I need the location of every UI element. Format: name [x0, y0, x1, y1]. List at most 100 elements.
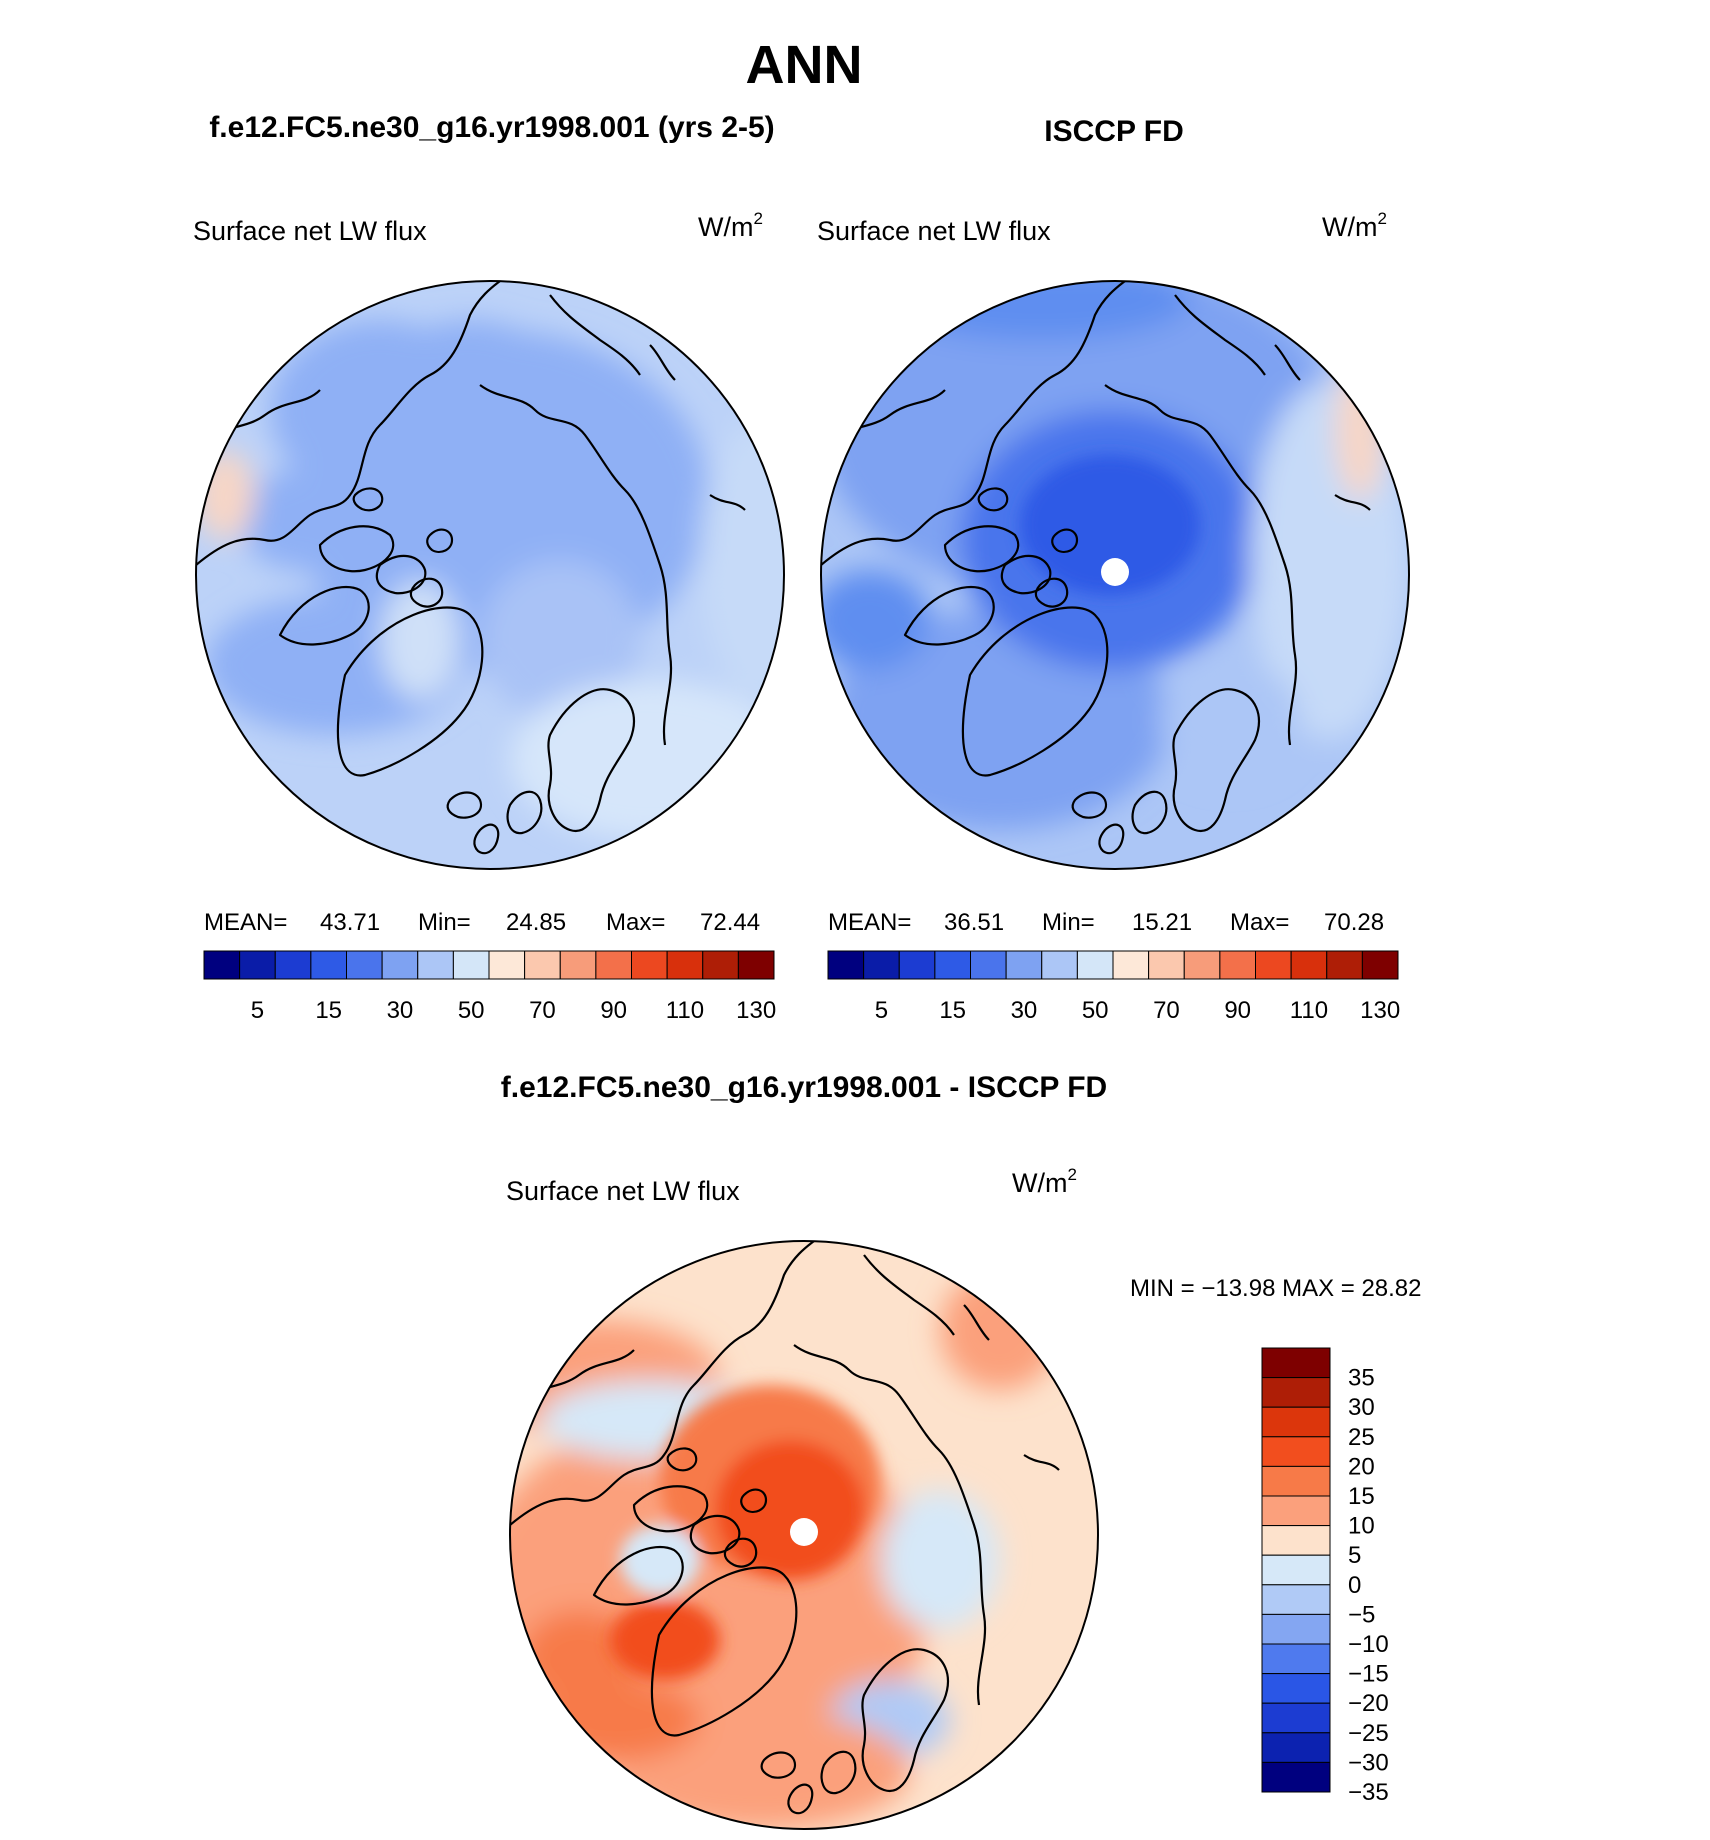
- panel-model-mean-label: MEAN=: [204, 909, 287, 936]
- panel-model-colorbar-swatch: [737, 950, 775, 980]
- panel-obs-mean-label: MEAN=: [828, 909, 911, 936]
- panel-obs-colorbar-swatch: [1361, 950, 1399, 980]
- panel-obs-colorbar-tick-label: 15: [939, 997, 966, 1024]
- panel-diff-colorbar-tick-label: 10: [1348, 1513, 1375, 1540]
- panel-diff-colorbar-swatch: [1261, 1525, 1331, 1556]
- panel-obs-max-value: 70.28: [1324, 909, 1384, 936]
- panel-obs-colorbar-swatch: [1005, 950, 1043, 980]
- panel-model-max-label: Max=: [606, 909, 665, 936]
- panel-model-colorbar-tick-label: 50: [458, 997, 485, 1024]
- panel-model-colorbar-tick-label: 130: [736, 997, 776, 1024]
- panel-diff-colorbar-swatch: [1261, 1613, 1331, 1645]
- panel-obs-colorbar-swatch: [1041, 950, 1078, 980]
- panel-diff-colorbar-tick-label: 35: [1348, 1365, 1375, 1392]
- panel-obs-colorbar-swatch: [970, 950, 1007, 980]
- panel-model-min-value: 24.85: [506, 909, 566, 936]
- panel-diff-title: f.e12.FC5.ne30_g16.yr1998.001 - ISCCP FD: [501, 1071, 1107, 1104]
- panel-model-colorbar-swatch: [524, 950, 561, 980]
- panel-diff-colorbar-swatch: [1261, 1673, 1331, 1704]
- panel-obs-colorbar-swatch: [827, 950, 865, 980]
- panel-model-colorbar-swatch: [595, 950, 632, 980]
- panel-diff-colorbar-swatch: [1261, 1406, 1331, 1438]
- panel-diff: f.e12.FC5.ne30_g16.yr1998.001 - ISCCP FD…: [501, 1071, 1422, 1830]
- panel-diff-colorbar-swatch: [1261, 1732, 1331, 1763]
- panel-model-colorbar-tick-label: 70: [529, 997, 556, 1024]
- panel-diff-colorbar-tick-label: −10: [1348, 1631, 1389, 1658]
- panel-model-colorbar-swatch: [203, 950, 241, 980]
- panel-model-title: f.e12.FC5.ne30_g16.yr1998.001 (yrs 2-5): [209, 111, 774, 144]
- panel-diff-colorbar-swatch: [1261, 1761, 1331, 1793]
- panel-obs-colorbar-swatch: [1183, 950, 1221, 980]
- panel-obs-colorbar-swatch: [898, 950, 936, 980]
- panel-obs-colorbar-tick-label: 5: [875, 997, 888, 1024]
- panel-diff-colorbar-tick-label: −30: [1348, 1749, 1389, 1776]
- panel-model-colorbar-tick-label: 15: [315, 997, 342, 1024]
- panel-obs-colorbar-tick-label: 130: [1360, 997, 1400, 1024]
- panel-diff-field-label: Surface net LW flux: [506, 1176, 740, 1206]
- panel-diff-colorbar-swatch: [1261, 1436, 1331, 1467]
- panel-obs-colorbar-tick-label: 90: [1224, 997, 1251, 1024]
- panel-model-colorbar-swatch: [702, 950, 739, 980]
- panel-model-field-label: Surface net LW flux: [193, 216, 427, 246]
- panel-obs-colorbar-swatch: [934, 950, 971, 980]
- panel-model-colorbar-tick-label: 110: [666, 997, 704, 1024]
- panel-diff-colorbar-swatch: [1261, 1495, 1331, 1527]
- panel-model-mean-value: 43.71: [320, 909, 380, 936]
- panel-model-stats: MEAN= 43.71 Min= 24.85 Max= 72.44: [204, 909, 760, 936]
- panel-diff-colorbar-tick-label: 30: [1348, 1394, 1375, 1421]
- panel-model-colorbar-swatch: [310, 950, 347, 980]
- panel-model-colorbar-swatch: [559, 950, 597, 980]
- panel-diff-colorbar-swatch: [1261, 1554, 1331, 1586]
- panel-obs-colorbar-tick-label: 70: [1153, 997, 1180, 1024]
- panel-diff-colorbar-tick-label: 5: [1348, 1542, 1361, 1569]
- panel-obs-colorbar-tick-label: 30: [1011, 997, 1038, 1024]
- panel-obs-colorbar-swatch: [1326, 950, 1363, 980]
- panel-diff-minmax: MIN = −13.98 MAX = 28.82: [1130, 1275, 1422, 1302]
- panel-obs: ISCCP FD Surface net LW flux W/m2: [817, 115, 1410, 1024]
- panel-obs-colorbar-tick-label: 110: [1290, 997, 1328, 1024]
- panel-diff-colorbar-tick-label: −35: [1348, 1779, 1389, 1806]
- panel-obs-colorbar: 5 15 30 50 70 90 110 130: [827, 950, 1400, 1024]
- panel-obs-colorbar-tick-label: 50: [1082, 997, 1109, 1024]
- panel-model-colorbar-swatch: [417, 950, 454, 980]
- panel-model-colorbar-tick-label: 5: [251, 997, 264, 1024]
- panel-diff-units: W/m2: [1012, 1165, 1077, 1198]
- panel-diff-colorbar-swatch: [1261, 1584, 1331, 1615]
- panel-diff-colorbar-tick-label: −15: [1348, 1661, 1389, 1688]
- panel-obs-min-value: 15.21: [1132, 909, 1192, 936]
- panel-obs-max-label: Max=: [1230, 909, 1289, 936]
- panel-obs-stats: MEAN= 36.51 Min= 15.21 Max= 70.28: [828, 909, 1384, 936]
- panel-diff-colorbar-tick-label: 20: [1348, 1453, 1375, 1480]
- panel-obs-field-label: Surface net LW flux: [817, 216, 1051, 246]
- panel-diff-colorbar-tick-label: 0: [1348, 1572, 1361, 1599]
- panel-diff-colorbar-tick-label: −20: [1348, 1690, 1389, 1717]
- panel-model-colorbar-tick-label: 30: [387, 997, 414, 1024]
- panel-obs-colorbar-swatch: [1219, 950, 1256, 980]
- panel-diff-colorbar-swatch: [1261, 1643, 1331, 1675]
- panel-model: f.e12.FC5.ne30_g16.yr1998.001 (yrs 2-5) …: [193, 111, 785, 1024]
- panel-model-colorbar: 5 15 30 50 70 90 110 130: [203, 950, 776, 1024]
- figure-title: ANN: [746, 35, 863, 95]
- panel-model-colorbar-swatch: [239, 950, 276, 980]
- panel-diff-colorbar-swatch: [1261, 1702, 1331, 1734]
- panel-model-colorbar-swatch: [488, 950, 526, 980]
- panel-obs-min-label: Min=: [1042, 909, 1095, 936]
- panel-model-colorbar-swatch: [274, 950, 312, 980]
- panel-obs-units: W/m2: [1322, 209, 1387, 242]
- panel-diff-colorbar-swatch: [1261, 1347, 1331, 1379]
- panel-diff-map: [510, 1241, 1098, 1829]
- panel-model-min-label: Min=: [418, 909, 471, 936]
- panel-obs-colorbar-swatch: [863, 950, 900, 980]
- panel-model-colorbar-swatch: [666, 950, 704, 980]
- panel-obs-colorbar-swatch: [1290, 950, 1328, 980]
- panel-diff-colorbar-swatch: [1261, 1465, 1331, 1497]
- panel-diff-colorbar-tick-label: −25: [1348, 1720, 1389, 1747]
- panel-obs-colorbar-swatch: [1112, 950, 1150, 980]
- panel-obs-colorbar-swatch: [1148, 950, 1185, 980]
- panel-model-map: [196, 281, 784, 869]
- panel-obs-mean-value: 36.51: [944, 909, 1004, 936]
- panel-model-colorbar-swatch: [631, 950, 668, 980]
